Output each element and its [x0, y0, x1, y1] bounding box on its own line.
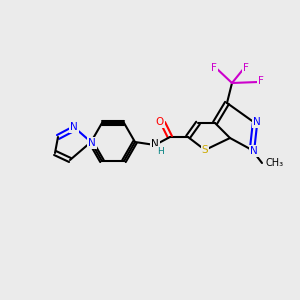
Text: F: F — [243, 63, 249, 73]
Text: S: S — [202, 145, 208, 155]
Text: N: N — [151, 139, 159, 149]
Text: F: F — [258, 76, 264, 86]
Text: H: H — [157, 146, 164, 155]
Text: N: N — [70, 122, 78, 132]
Text: N: N — [88, 138, 96, 148]
Text: F: F — [211, 63, 217, 73]
Text: O: O — [156, 117, 164, 127]
Text: N: N — [250, 146, 258, 156]
Text: CH₃: CH₃ — [266, 158, 284, 168]
Text: N: N — [253, 117, 261, 127]
